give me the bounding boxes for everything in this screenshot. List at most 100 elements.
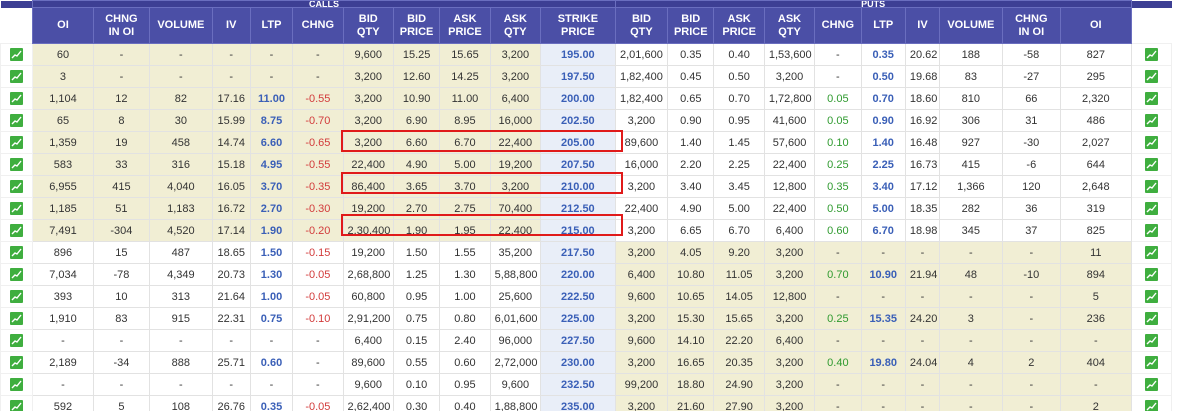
strike-price-link[interactable]: 215.00: [540, 219, 616, 242]
chart-icon[interactable]: [10, 180, 24, 193]
call-cell: 15.99: [211, 109, 251, 132]
chart-icon[interactable]: [10, 334, 24, 347]
column-header-14[interactable]: ASK QTY: [763, 7, 816, 44]
call-cell: 16.72: [211, 197, 251, 220]
put-cell: 2.25: [860, 153, 906, 176]
strike-price-link[interactable]: 220.00: [540, 263, 616, 286]
chart-icon[interactable]: [1144, 290, 1158, 303]
chart-icon[interactable]: [1144, 356, 1158, 369]
put-cell: -: [814, 285, 862, 308]
strike-price-link[interactable]: 222.50: [540, 285, 616, 308]
chart-icon[interactable]: [1144, 334, 1158, 347]
column-header-10[interactable]: STRIKE PRICE: [540, 7, 616, 44]
chart-icon[interactable]: [1144, 48, 1158, 61]
strike-price-link[interactable]: 202.50: [540, 109, 616, 132]
chart-icon[interactable]: [10, 136, 24, 149]
chart-icon[interactable]: [1144, 312, 1158, 325]
chart-icon[interactable]: [1144, 92, 1158, 105]
strike-price-link[interactable]: 210.00: [540, 175, 616, 198]
strike-price-link[interactable]: 207.50: [540, 153, 616, 176]
call-cell: 1.25: [392, 263, 441, 286]
strike-price-link[interactable]: 225.00: [540, 307, 616, 330]
call-cell: 487: [149, 241, 213, 264]
chart-icon[interactable]: [10, 70, 24, 83]
chart-icon[interactable]: [10, 312, 24, 325]
column-header-7[interactable]: BID PRICE: [392, 7, 441, 44]
put-cell: 3,200: [763, 307, 816, 330]
chart-icon[interactable]: [10, 268, 24, 281]
column-header-12[interactable]: BID PRICE: [667, 7, 715, 44]
chart-icon[interactable]: [1144, 378, 1158, 391]
chart-icon[interactable]: [10, 202, 24, 215]
column-header-6[interactable]: BID QTY: [342, 7, 394, 44]
put-cell: -: [1001, 241, 1062, 264]
chart-icon[interactable]: [10, 400, 24, 411]
call-cell: 33: [92, 153, 151, 176]
column-header-18[interactable]: VOLUME: [939, 7, 1003, 44]
chart-icon[interactable]: [10, 92, 24, 105]
column-header-9[interactable]: ASK QTY: [489, 7, 542, 44]
chart-icon[interactable]: [10, 224, 24, 237]
call-cell: 316: [149, 153, 213, 176]
call-cell: 14.74: [211, 131, 251, 154]
chart-icon[interactable]: [1144, 114, 1158, 127]
chart-icon[interactable]: [10, 158, 24, 171]
strike-price-link[interactable]: 235.00: [540, 395, 616, 411]
column-header-3[interactable]: IV: [211, 7, 251, 44]
call-cell: 3,200: [489, 43, 542, 66]
chart-icon[interactable]: [1144, 158, 1158, 171]
chart-icon[interactable]: [1144, 268, 1158, 281]
column-header-1[interactable]: CHNG IN OI: [92, 7, 151, 44]
strike-price-link[interactable]: 212.50: [540, 197, 616, 220]
strike-price-link[interactable]: 217.50: [540, 241, 616, 264]
chart-icon[interactable]: [1144, 180, 1158, 193]
column-header-17[interactable]: IV: [904, 7, 941, 44]
chart-icon[interactable]: [1144, 224, 1158, 237]
section-header-row: CALLS PUTS: [0, 0, 1172, 8]
chart-icon[interactable]: [10, 378, 24, 391]
column-header-19[interactable]: CHNG IN OI: [1001, 7, 1062, 44]
put-cell: 6,400: [614, 263, 669, 286]
column-header-20[interactable]: OI: [1060, 7, 1132, 44]
call-cell: 6.60: [392, 131, 441, 154]
chart-icon[interactable]: [1144, 202, 1158, 215]
strike-price-link[interactable]: 232.50: [540, 373, 616, 396]
chart-icon[interactable]: [10, 290, 24, 303]
table-row: 896 15 487 18.65 1.50 -0.15 19,200 1.50 1.55 35,2…: [0, 241, 1173, 264]
column-header-8[interactable]: ASK PRICE: [439, 7, 491, 44]
strike-price-link[interactable]: 200.00: [540, 87, 616, 110]
column-header-15[interactable]: CHNG: [814, 7, 862, 44]
call-cell: 3,200: [489, 175, 542, 198]
chart-icon[interactable]: [10, 246, 24, 259]
chart-icon[interactable]: [1144, 246, 1158, 259]
chart-icon[interactable]: [1144, 70, 1158, 83]
call-cell: 1.95: [439, 219, 491, 242]
column-header-2[interactable]: VOLUME: [149, 7, 213, 44]
column-header-16[interactable]: LTP: [860, 7, 906, 44]
call-cell: -0.15: [292, 241, 344, 264]
column-header-5[interactable]: CHNG: [292, 7, 344, 44]
column-header-13[interactable]: ASK PRICE: [713, 7, 765, 44]
put-cell: 99,200: [614, 373, 669, 396]
strike-price-link[interactable]: 230.00: [540, 351, 616, 374]
strike-price-link[interactable]: 197.50: [540, 65, 616, 88]
call-cell: -0.10: [292, 307, 344, 330]
put-cell: 295: [1060, 65, 1132, 88]
chart-icon[interactable]: [1144, 400, 1158, 411]
chart-icon[interactable]: [10, 114, 24, 127]
chart-icon[interactable]: [10, 48, 24, 61]
call-cell: 22,400: [489, 219, 542, 242]
chart-icon[interactable]: [1144, 136, 1158, 149]
call-cell: 12.60: [392, 65, 441, 88]
strike-price-link[interactable]: 195.00: [540, 43, 616, 66]
chart-icon[interactable]: [10, 356, 24, 369]
strike-price-link[interactable]: 205.00: [540, 131, 616, 154]
strike-price-link[interactable]: 227.50: [540, 329, 616, 352]
column-header-4[interactable]: LTP: [249, 7, 294, 44]
put-cell: 345: [939, 219, 1003, 242]
column-header-0[interactable]: OI: [32, 7, 94, 44]
call-cell: 10.90: [392, 87, 441, 110]
call-cell: -0.05: [292, 285, 344, 308]
column-header-11[interactable]: BID QTY: [614, 7, 669, 44]
call-cell: 3,200: [342, 87, 394, 110]
